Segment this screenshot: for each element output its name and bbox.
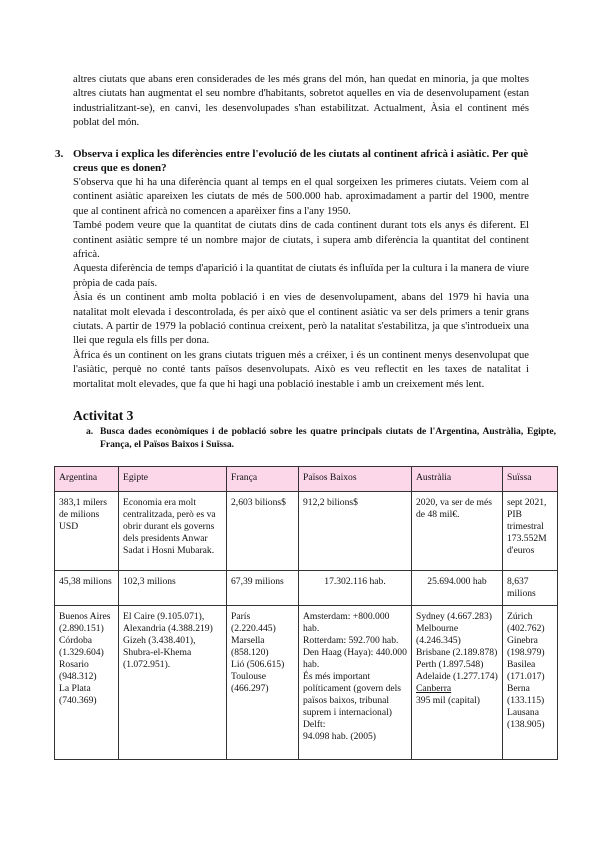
city-entry: Zúrich (402.762) [507,611,545,634]
city-entry: Córdoba (1.329.604) [59,635,104,658]
header-cell: Egipte [118,466,227,492]
city-entry: Buenos Aires (2.890.151) [59,611,111,634]
city-entry: És més important políticament (govern de… [303,671,402,718]
capital-population: 395 mil (capital) [416,695,480,706]
question-number: 3. [55,148,64,160]
city-entry: Toulouse (466.297) [231,671,269,694]
table-row-cities: Buenos Aires (2.890.151) Córdoba (1.329.… [54,605,558,760]
table-cell: París (2.220.445) Marsella (858.120) Lió… [226,605,299,760]
answer-paragraph: Àsia és un continent amb molta població … [73,292,529,347]
capital-name: Canberra [416,683,452,694]
question-3: 3. Observa i explica les diferències ent… [55,147,530,176]
table-cell: Buenos Aires (2.890.151) Córdoba (1.329.… [54,605,119,760]
table-cell: 2020, va ser de més de 48 mil€. [411,491,503,571]
table-cell: Amsterdam: +800.000 hab. Rotterdam: 592.… [298,605,412,760]
header-cell: Suïssa [502,466,558,492]
city-entry: La Plata (740.369) [59,683,97,706]
table-cell: 17.302.116 hab. [298,570,412,606]
table-cell: 67,39 milions [226,570,299,606]
city-entry: Melbourne (4.246.345) [416,623,461,646]
intro-paragraph: altres ciutats que abans eren considerad… [73,74,529,129]
city-entry: Rotterdam: 592.700 hab. [303,635,399,646]
city-entry: Delft: [303,719,326,730]
table-cell: Zúrich (402.762) Ginebra (198.979) Basil… [502,605,558,760]
city-entry: Lió (506.615) [231,659,285,670]
city-entry: 94.098 hab. (2005) [303,731,377,742]
answer-paragraph: Àfrica és un continent on les grans ciut… [73,349,529,390]
table-cell: El Caire (9.105.071), Alexandria (4.388.… [118,605,227,760]
header-cell: Països Baixos [298,466,412,492]
city-entry: Berna (133.115) [507,683,545,706]
city-entry: Brisbane (2.189.878) [416,647,498,658]
table-cell: 102,3 milions [118,570,227,606]
city-entry: Ginebra (198.979) [507,635,545,658]
item-letter: a. [86,426,94,437]
header-cell: Austràlia [411,466,503,492]
table-cell: 2,603 bilions$ [226,491,299,571]
city-entry: Rosario (948.312) [59,659,97,682]
city-entry: Perth (1.897.548) [416,659,484,670]
table-row-population: 45,38 milions 102,3 milions 67,39 milion… [54,570,558,606]
table-cell: Economia era molt centralitzada, però es… [118,491,227,571]
city-entry: Den Haag (Haya): 440.000 hab. [303,647,407,670]
table-cell: 912,2 bilions$ [298,491,412,571]
header-cell: França [226,466,299,492]
table-cell: 8,637 milions [502,570,558,606]
countries-table: Argentina Egipte França Països Baixos Au… [54,466,558,760]
header-cell: Argentina [54,466,119,492]
item-text: Busca dades econòmiques i de població so… [100,426,556,450]
answer-paragraph: Aquesta diferència de temps d'aparició i… [73,263,529,289]
table-cell: 383,1 milers de milions USD [54,491,119,571]
answer-paragraph: També podem veure que la quantitat de ci… [73,220,529,261]
city-entry: Marsella (858.120) [231,635,269,658]
table-header-row: Argentina Egipte França Països Baixos Au… [54,466,558,492]
city-entry: Basilea (171.017) [507,659,545,682]
activity-heading: Activitat 3 [73,408,134,423]
table-row-economy: 383,1 milers de milions USD Economia era… [54,491,558,571]
city-entry: París (2.220.445) [231,611,276,634]
city-entry: Lausana (138.905) [507,707,545,730]
city-entry: Amsterdam: +800.000 hab. [303,611,390,634]
city-entry: Sydney (4.667.283) [416,611,492,622]
table-cell: sept 2021, PIB trimestral 173.552M d'eur… [502,491,558,571]
question-text: Observa i explica les diferències entre … [73,148,529,175]
table-cell: 45,38 milions [54,570,119,606]
answer-paragraph: S'observa que hi ha una diferència quant… [73,177,529,217]
table-cell: Sydney (4.667.283) Melbourne (4.246.345)… [411,605,503,760]
answer: S'observa que hi ha una diferència quant… [73,176,529,392]
city-entry: Adelaide (1.277.174) [416,671,498,682]
activity-item: a. Busca dades econòmiques i de població… [86,425,556,451]
table-cell: 25.694.000 hab [411,570,503,606]
